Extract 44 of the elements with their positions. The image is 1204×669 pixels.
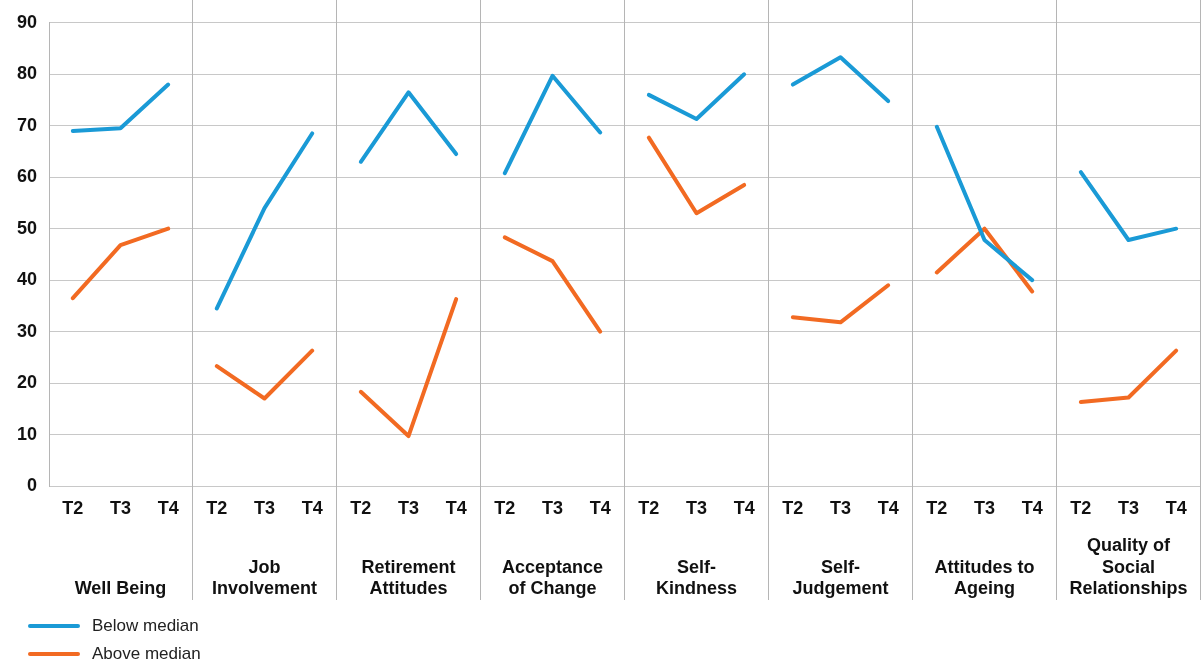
x-tick-label: T4 [877,497,899,518]
y-tick-label: 60 [16,166,37,187]
x-tick-label: T2 [782,497,804,518]
x-axis-title: Self-Kindness [655,556,738,599]
x-axis-title: Self-Judgement [792,556,889,599]
legend-label: Below median [92,616,199,636]
y-tick-label: 30 [16,320,37,341]
x-tick-label: T4 [445,497,467,518]
x-tick-label: T2 [926,497,948,518]
x-tick-label: T3 [829,497,852,518]
y-tick-label: 20 [16,372,37,393]
x-tick-label: T2 [1070,497,1092,518]
x-axis-title: Job Involvement [211,556,318,599]
x-tick-label: T4 [157,497,179,518]
x-tick-label: T2 [62,497,84,518]
x-tick-label: T3 [685,497,708,518]
x-tick-label: T2 [494,497,516,518]
x-tick-label: T4 [1021,497,1043,518]
x-axis-title: Attitudes to Ageing [934,556,1035,599]
x-tick-label: T3 [397,497,420,518]
x-tick-label: T4 [1165,497,1187,518]
x-axis-title: Retirement Attitudes [361,556,456,599]
legend-label: Above median [92,644,201,664]
y-tick-label: 70 [16,114,37,135]
x-tick-label: T2 [350,497,372,518]
x-axis-title: Acceptance of Change [501,556,604,599]
x-tick-label: T4 [733,497,755,518]
x-tick-label: T3 [541,497,564,518]
x-tick-label: T2 [638,497,660,518]
x-tick-label: T3 [973,497,996,518]
x-axis-title: Quality of Social Relationships [1069,534,1188,599]
y-tick-label: 50 [16,217,37,238]
x-tick-label: T3 [109,497,132,518]
y-tick-label: 40 [16,269,37,290]
y-tick-label: 90 [16,11,37,32]
x-tick-label: T4 [301,497,323,518]
x-tick-label: T3 [253,497,276,518]
y-tick-label: 0 [26,474,37,495]
y-tick-label: 10 [16,423,37,444]
x-tick-label: T4 [589,497,611,518]
y-tick-label: 80 [16,63,37,84]
x-axis-title: Well Being [74,578,167,599]
x-tick-label: T3 [1117,497,1140,518]
x-tick-label: T2 [206,497,228,518]
